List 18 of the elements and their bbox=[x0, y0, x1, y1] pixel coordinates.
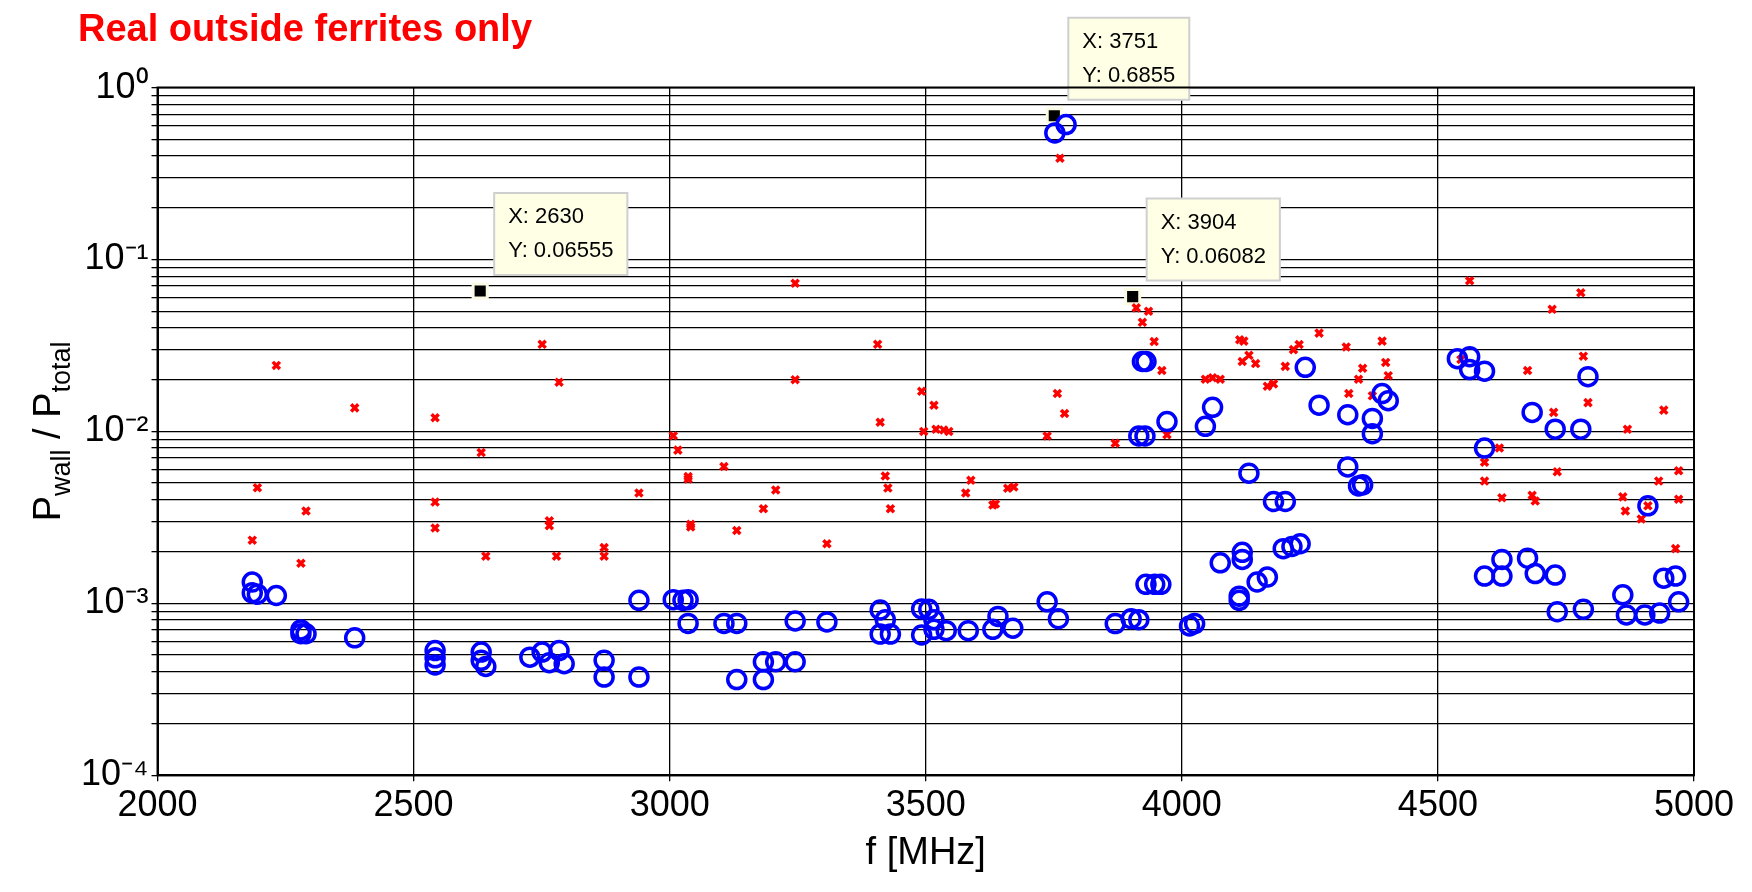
y-axis-title: Pwall / Ptotal bbox=[26, 341, 76, 522]
point bbox=[1124, 288, 1142, 306]
x-tick-label: 4000 bbox=[1141, 782, 1222, 824]
y-tick-label: 10⁻³ bbox=[84, 580, 149, 622]
x-tick-label: 3500 bbox=[885, 782, 966, 824]
x-tick-label: 5000 bbox=[1653, 782, 1735, 824]
annotation: X: 2630 Y: 0.06555 bbox=[508, 203, 614, 263]
x-tick-label: 4500 bbox=[1397, 782, 1478, 824]
point bbox=[471, 282, 489, 300]
x-axis-title: f [MHz] bbox=[865, 829, 986, 872]
y-tick-label: 10⁻² bbox=[84, 408, 149, 450]
x-tick-label: 3000 bbox=[629, 782, 710, 824]
x-tick-label: 2500 bbox=[373, 782, 454, 824]
annotation: X: 3751 Y: 0.6855 bbox=[1082, 27, 1176, 87]
y-tick-label: 10⁻¹ bbox=[84, 236, 149, 278]
chart-title: Real outside ferrites only bbox=[78, 7, 533, 50]
y-tick-label: 10⁰ bbox=[95, 64, 149, 106]
annotation: X: 3904 Y: 0.06082 bbox=[1160, 208, 1266, 268]
